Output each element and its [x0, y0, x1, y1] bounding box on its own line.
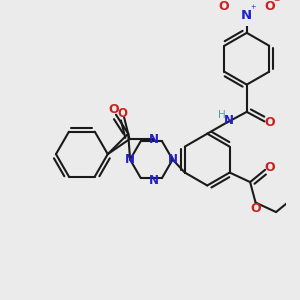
Text: N: N	[168, 153, 178, 166]
Text: $^-$: $^-$	[272, 0, 281, 8]
Text: N: N	[149, 133, 159, 146]
Text: O: O	[108, 103, 119, 116]
Text: O: O	[265, 0, 275, 14]
Text: $^+$: $^+$	[249, 5, 258, 15]
Text: H: H	[218, 110, 226, 120]
Text: O: O	[264, 160, 274, 174]
Text: N: N	[224, 114, 234, 127]
Text: O: O	[250, 202, 261, 215]
Text: N: N	[149, 173, 159, 187]
Text: O: O	[118, 107, 128, 120]
Text: N: N	[125, 153, 135, 166]
Text: O: O	[265, 116, 275, 129]
Text: O: O	[218, 0, 229, 14]
Text: N: N	[241, 9, 252, 22]
